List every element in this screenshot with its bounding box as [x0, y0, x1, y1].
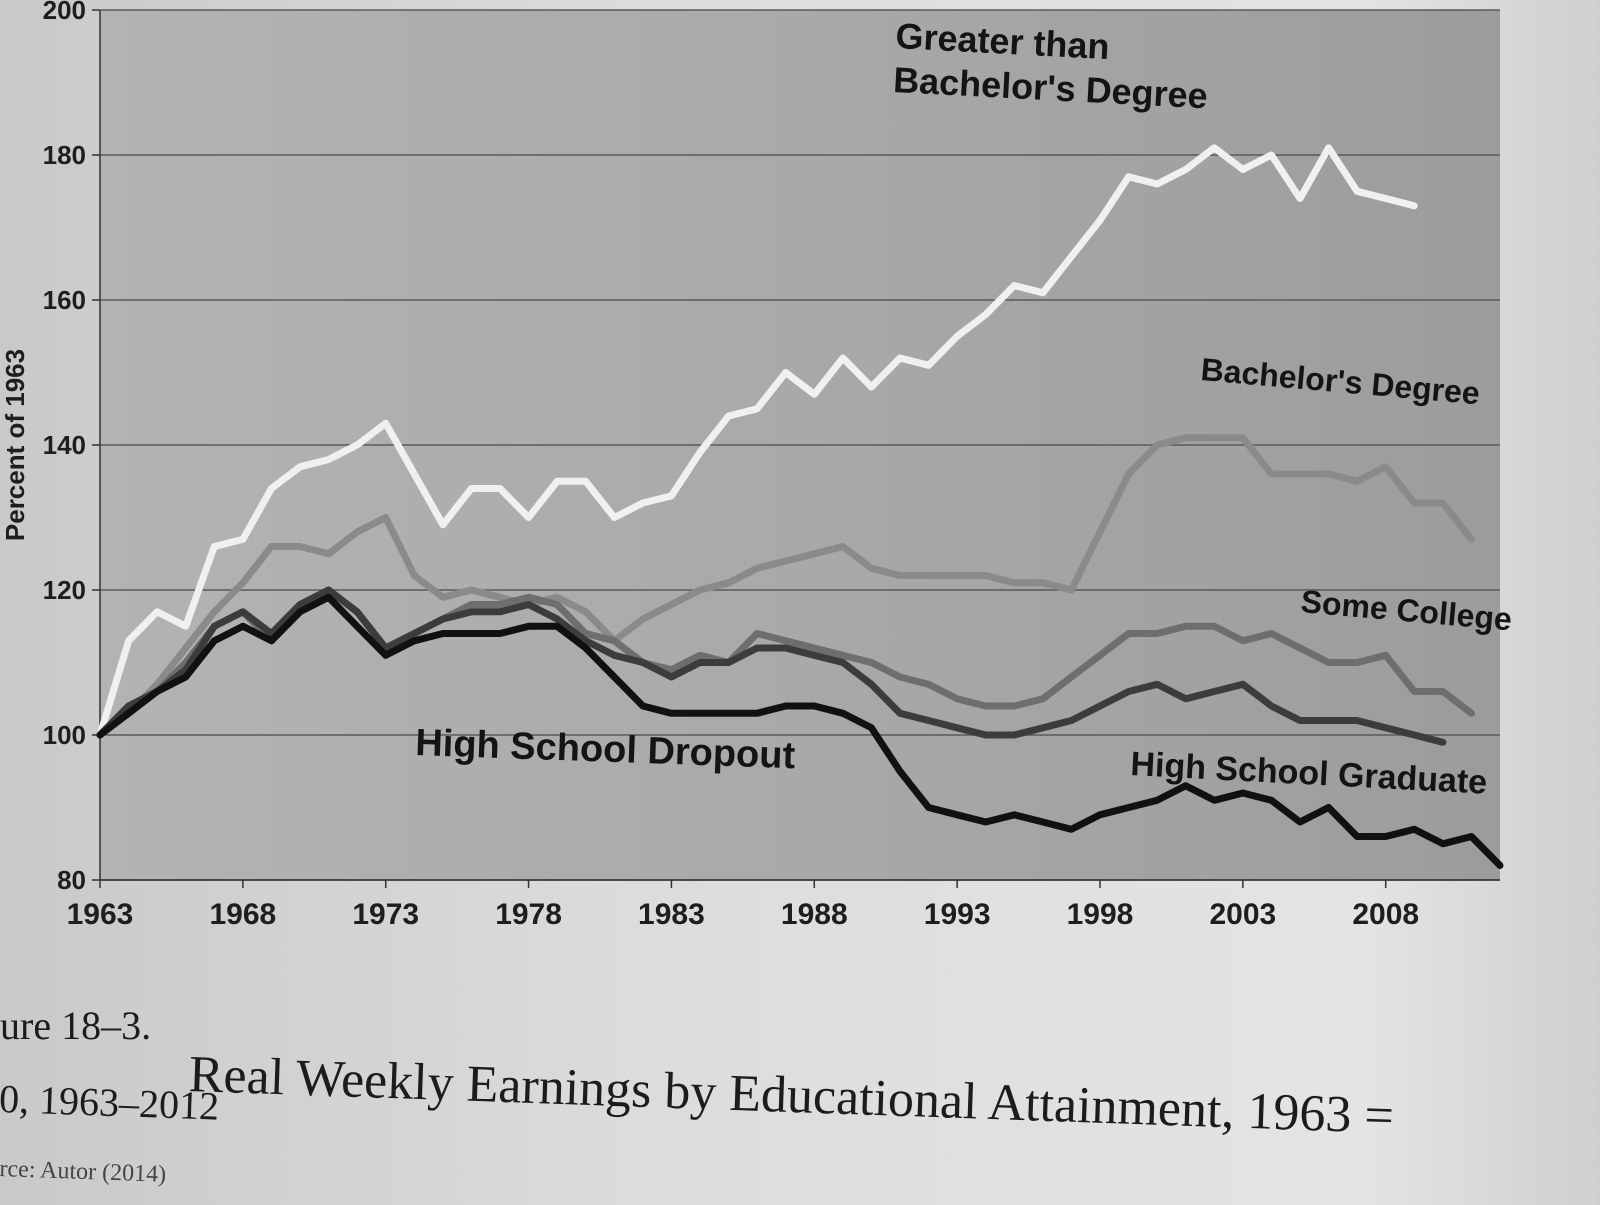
x-tick-label: 1978: [495, 898, 562, 931]
y-axis-label: Percent of 1963: [0, 349, 30, 541]
x-tick-label: 1968: [209, 898, 276, 931]
figure-label: ure 18–3.: [0, 1003, 152, 1048]
series-line-high-school-dropout: [96, 593, 1504, 869]
x-tick-label: 1983: [638, 898, 705, 931]
series-line-bachelor-s-degree: [96, 434, 1475, 739]
figure-source: rce: Autor (2014): [0, 1156, 167, 1188]
x-tick-label: 1973: [352, 898, 419, 931]
x-tick-label: 1963: [67, 898, 134, 931]
x-tick-label: 1988: [781, 898, 848, 931]
y-tick-label: 140: [43, 430, 86, 460]
x-tick-label: 1993: [924, 898, 991, 931]
figure-subtitle: 0, 1963–2012: [0, 1075, 220, 1129]
y-tick-label: 80: [57, 865, 86, 895]
y-tick-label: 180: [43, 140, 86, 170]
x-tick-label: 1998: [1067, 898, 1134, 931]
x-tick-label: 2003: [1209, 898, 1276, 931]
x-tick-label: 2008: [1352, 898, 1419, 931]
y-tick-label: 160: [43, 285, 86, 315]
series-line-greater-than-bachelor-s-degree: [96, 144, 1418, 739]
y-tick-label: 200: [43, 0, 86, 25]
series-line-high-school-graduate: [96, 586, 1447, 746]
y-tick-label: 100: [43, 720, 86, 750]
y-tick-label: 120: [43, 575, 86, 605]
